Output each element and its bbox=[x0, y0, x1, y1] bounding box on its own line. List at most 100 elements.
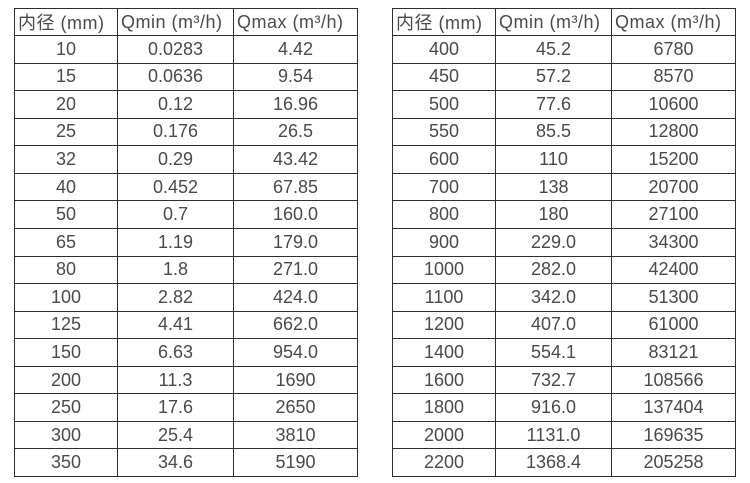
table-cell: 20 bbox=[14, 90, 118, 119]
flow-table-small-diameters: 内径 (mm) Qmin (m³/h) Qmax (m³/h) 10 0.0283 4.… bbox=[14, 8, 358, 477]
table-cell: 83121 bbox=[611, 338, 736, 367]
table-cell: 300 bbox=[14, 420, 118, 450]
table-row: 32 0.29 43.42 bbox=[14, 145, 358, 174]
table-row: 65 1.19 179.0 bbox=[14, 227, 358, 257]
table-row: 1800 916.0 137404 bbox=[392, 393, 736, 422]
table-cell: 954.0 bbox=[233, 338, 358, 367]
table-row: 700 138 20700 bbox=[392, 172, 736, 202]
table-row: 1200 407.0 61000 bbox=[392, 310, 736, 340]
table-row: 1600 732.7 108566 bbox=[392, 365, 736, 395]
table-cell: 1.19 bbox=[117, 227, 234, 257]
table-cell: 6780 bbox=[611, 35, 736, 64]
table-cell: 700 bbox=[392, 172, 496, 202]
table-row: 80 1.8 271.0 bbox=[14, 255, 358, 285]
table-row: 600 110 15200 bbox=[392, 145, 736, 174]
table-cell: 282.0 bbox=[495, 255, 612, 285]
table-cell: 229.0 bbox=[495, 227, 612, 257]
table-cell: 1600 bbox=[392, 365, 496, 395]
table-cell: 10600 bbox=[611, 90, 736, 119]
table-cell: 0.0636 bbox=[117, 62, 234, 92]
table-cell: 0.12 bbox=[117, 90, 234, 119]
table-cell: 180 bbox=[495, 200, 612, 229]
table-row: 800 180 27100 bbox=[392, 200, 736, 229]
table-cell: 0.176 bbox=[117, 117, 234, 147]
table-row: 500 77.6 10600 bbox=[392, 90, 736, 119]
table-cell: 26.5 bbox=[233, 117, 358, 147]
table-cell: 2650 bbox=[233, 393, 358, 422]
table-cell: 67.85 bbox=[233, 172, 358, 202]
table-cell: 77.6 bbox=[495, 90, 612, 119]
column-header: Qmin (m³/h) bbox=[117, 8, 234, 36]
table-cell: 9.54 bbox=[233, 62, 358, 92]
table-row: 50 0.7 160.0 bbox=[14, 200, 358, 229]
column-header: Qmin (m³/h) bbox=[495, 8, 612, 36]
table-cell: 34.6 bbox=[117, 448, 234, 477]
table-cell: 4.42 bbox=[233, 35, 358, 64]
table-row: 2200 1368.4 205258 bbox=[392, 448, 736, 477]
table-cell: 85.5 bbox=[495, 117, 612, 147]
table-row: 300 25.4 3810 bbox=[14, 420, 358, 450]
table-cell: 916.0 bbox=[495, 393, 612, 422]
table-cell: 1.8 bbox=[117, 255, 234, 285]
table-row: 20 0.12 16.96 bbox=[14, 90, 358, 119]
table-row: 40 0.452 67.85 bbox=[14, 172, 358, 202]
table-row: 125 4.41 662.0 bbox=[14, 310, 358, 340]
table-cell: 2000 bbox=[392, 420, 496, 450]
table-row: 2000 1131.0 169635 bbox=[392, 420, 736, 450]
table-cell: 6.63 bbox=[117, 338, 234, 367]
table-cell: 137404 bbox=[611, 393, 736, 422]
table-cell: 1400 bbox=[392, 338, 496, 367]
header-row: 内径 (mm) Qmin (m³/h) Qmax (m³/h) bbox=[392, 8, 736, 36]
table-cell: 0.7 bbox=[117, 200, 234, 229]
table-cell: 2200 bbox=[392, 448, 496, 477]
table-row: 15 0.0636 9.54 bbox=[14, 62, 358, 92]
table-cell: 1131.0 bbox=[495, 420, 612, 450]
table-cell: 0.0283 bbox=[117, 35, 234, 64]
table-cell: 108566 bbox=[611, 365, 736, 395]
table-cell: 32 bbox=[14, 145, 118, 174]
table-cell: 342.0 bbox=[495, 283, 612, 312]
table-cell: 0.452 bbox=[117, 172, 234, 202]
table-cell: 8570 bbox=[611, 62, 736, 92]
table-cell: 80 bbox=[14, 255, 118, 285]
table-row: 350 34.6 5190 bbox=[14, 448, 358, 477]
table-cell: 61000 bbox=[611, 310, 736, 340]
table-cell: 160.0 bbox=[233, 200, 358, 229]
table-cell: 900 bbox=[392, 227, 496, 257]
table-row: 1100 342.0 51300 bbox=[392, 283, 736, 312]
table-cell: 25 bbox=[14, 117, 118, 147]
table-row: 1400 554.1 83121 bbox=[392, 338, 736, 367]
table-cell: 1000 bbox=[392, 255, 496, 285]
table-cell: 424.0 bbox=[233, 283, 358, 312]
table-cell: 1690 bbox=[233, 365, 358, 395]
table-cell: 57.2 bbox=[495, 62, 612, 92]
table-row: 150 6.63 954.0 bbox=[14, 338, 358, 367]
table-cell: 205258 bbox=[611, 448, 736, 477]
table-cell: 65 bbox=[14, 227, 118, 257]
table-row: 25 0.176 26.5 bbox=[14, 117, 358, 147]
table-cell: 350 bbox=[14, 448, 118, 477]
table-cell: 250 bbox=[14, 393, 118, 422]
table-row: 200 11.3 1690 bbox=[14, 365, 358, 395]
table-cell: 34300 bbox=[611, 227, 736, 257]
table-cell: 4.41 bbox=[117, 310, 234, 340]
table-cell: 125 bbox=[14, 310, 118, 340]
column-header: 内径 (mm) bbox=[14, 8, 118, 36]
table-row: 10 0.0283 4.42 bbox=[14, 35, 358, 64]
table-cell: 1800 bbox=[392, 393, 496, 422]
table-cell: 1200 bbox=[392, 310, 496, 340]
table-cell: 550 bbox=[392, 117, 496, 147]
table-cell: 15200 bbox=[611, 145, 736, 174]
flow-table-large-diameters: 内径 (mm) Qmin (m³/h) Qmax (m³/h) 400 45.2 678… bbox=[392, 8, 736, 477]
table-cell: 43.42 bbox=[233, 145, 358, 174]
flow-spec-tables: 内径 (mm) Qmin (m³/h) Qmax (m³/h) 10 0.0283 4.… bbox=[14, 8, 736, 477]
table-cell: 27100 bbox=[611, 200, 736, 229]
table-cell: 51300 bbox=[611, 283, 736, 312]
table-cell: 600 bbox=[392, 145, 496, 174]
table-row: 1000 282.0 42400 bbox=[392, 255, 736, 285]
table-cell: 17.6 bbox=[117, 393, 234, 422]
table-row: 900 229.0 34300 bbox=[392, 227, 736, 257]
table-row: 550 85.5 12800 bbox=[392, 117, 736, 147]
table-cell: 150 bbox=[14, 338, 118, 367]
table-cell: 16.96 bbox=[233, 90, 358, 119]
